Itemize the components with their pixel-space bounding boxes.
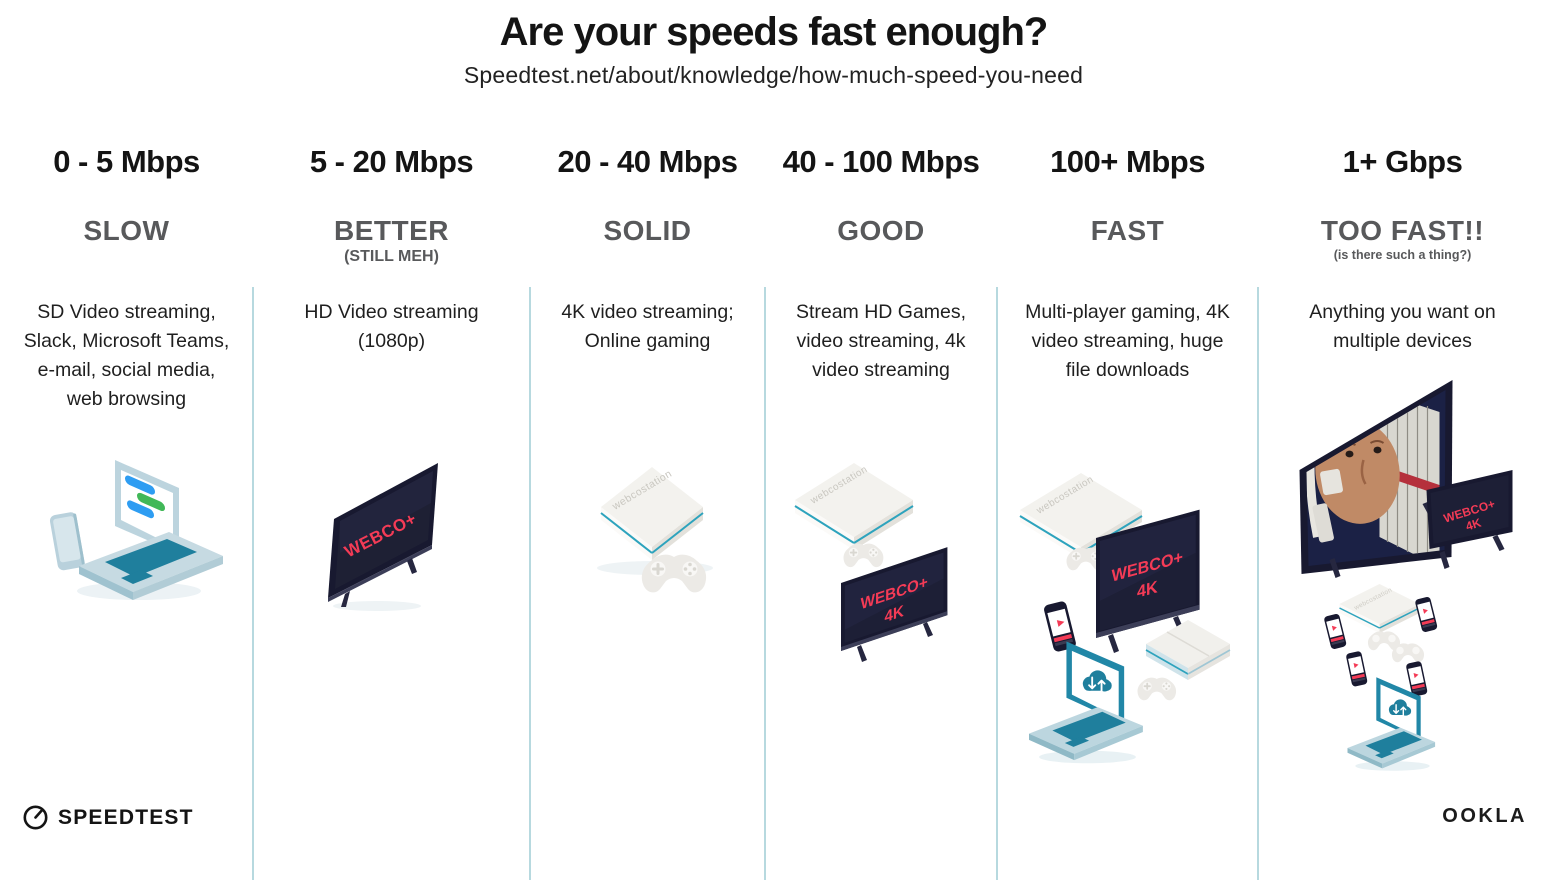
speedtest-logo: SPEEDTEST <box>22 804 194 831</box>
use-cases: SD Video streaming, Slack, Microsoft Tea… <box>23 301 230 410</box>
tv-4k-label: 4K <box>884 603 904 627</box>
smartphone-icon <box>1323 613 1346 649</box>
speed-range: 20 - 40 Mbps <box>557 144 738 179</box>
rating-zone: FAST <box>997 200 1258 298</box>
column-divider <box>996 287 998 880</box>
tv-illustration: WEBCO+ <box>327 463 438 611</box>
rating-zone: TOO FAST!! (is there such a thing?) <box>1258 200 1547 298</box>
game-controller-icon <box>1367 631 1400 651</box>
console-controller-illustration: webcostation <box>596 467 713 593</box>
rating-zone: SOLID <box>530 200 765 298</box>
speed-column-1gbps: 1+ Gbps TOO FAST!! (is there such a thin… <box>1258 142 1547 792</box>
speed-column-100plus: 100+ Mbps FAST Multi-player gaming, 4K v… <box>997 142 1258 792</box>
cloud-transfer-icon <box>1082 670 1112 693</box>
illustration-console-tv: webcostation <box>781 438 981 678</box>
page-title: Are your speeds fast enough? <box>499 10 1049 54</box>
rating-label: SOLID <box>603 215 692 246</box>
rating-sublabel: (is there such a thing?) <box>1333 248 1472 263</box>
speed-column-20-40: 20 - 40 Mbps SOLID 4K video streaming; O… <box>530 142 765 792</box>
illustration-console-controller: webcostation <box>563 450 733 615</box>
use-cases: HD Video streaming (1080p) <box>304 301 479 352</box>
use-cases: 4K video streaming; Online gaming <box>561 301 734 352</box>
speed-range: 5 - 20 Mbps <box>309 144 474 179</box>
laptop-cloud-icon <box>1028 641 1143 764</box>
game-controller-icon <box>1066 547 1105 571</box>
console-tv-illustration: webcostation <box>794 463 948 662</box>
game-console-icon: webcostation <box>1338 584 1420 633</box>
speed-range: 40 - 100 Mbps <box>782 144 980 179</box>
laptop-icon <box>78 460 223 600</box>
speed-range: 0 - 5 Mbps <box>53 144 200 179</box>
column-divider <box>764 287 766 880</box>
speed-column-40-100: 40 - 100 Mbps GOOD Stream HD Games, vide… <box>765 142 997 792</box>
tv-4k-label: 4K <box>1136 577 1157 602</box>
game-controller-icon <box>843 543 884 568</box>
smartphone-icon <box>1405 661 1427 697</box>
everything-illustration: WEBCO+ 4K webcostation <box>1299 380 1512 771</box>
ookla-logo: OOKLA <box>1442 805 1527 827</box>
page-header: Are your speeds fast enough? Speedtest.n… <box>0 10 1547 89</box>
illustration-laptop-phone <box>27 438 227 613</box>
speedtest-wordmark: SPEEDTEST <box>58 805 194 829</box>
smartphone-icon <box>1414 596 1437 632</box>
laptop-phone-illustration <box>49 460 223 600</box>
game-console-slim-icon <box>1145 620 1230 680</box>
tv-4k-icon: WEBCO+ 4K <box>1426 470 1512 569</box>
rating-label: BETTER <box>334 215 449 246</box>
smartphone-light-icon <box>49 512 85 571</box>
tv-4k-label: 4K <box>1464 516 1483 534</box>
use-cases: Anything you want on multiple devices <box>1309 301 1496 352</box>
illustration-hd-tv: WEBCO+ <box>307 448 477 618</box>
speed-range: 100+ Mbps <box>1050 144 1205 179</box>
rating-label: GOOD <box>837 215 925 246</box>
speed-range: 1+ Gbps <box>1342 144 1463 179</box>
illustration-multi-device: webcostation <box>1013 448 1243 783</box>
column-divider <box>1257 287 1259 880</box>
tv-4k-icon: WEBCO+ 4K <box>1095 509 1200 653</box>
multi-device-illustration: webcostation <box>1018 473 1230 764</box>
speed-columns-board: 0 - 5 Mbps SLOW SD Video streaming, Slac… <box>0 142 1547 880</box>
rating-label: TOO FAST!! <box>1320 215 1485 246</box>
rating-label: FAST <box>1090 215 1165 246</box>
speed-column-5-20: 5 - 20 Mbps BETTER (STILL MEH) HD Video … <box>253 142 530 792</box>
chat-bubbles-icon <box>124 475 165 519</box>
tv-icon: WEBCO+ <box>327 463 438 607</box>
illustration-everything: WEBCO+ 4K webcostation <box>1279 372 1526 777</box>
speed-column-0-5: 0 - 5 Mbps SLOW SD Video streaming, Slac… <box>0 142 253 792</box>
game-controller-icon <box>1391 643 1424 663</box>
smartphone-icon <box>1043 601 1076 652</box>
game-controller-icon <box>641 554 706 593</box>
rating-zone: BETTER (STILL MEH) <box>253 200 530 298</box>
speedtest-gauge-icon <box>23 805 48 830</box>
smartphone-icon <box>1345 651 1367 687</box>
laptop-cloud-icon <box>1347 677 1435 771</box>
use-cases: Multi-player gaming, 4K video streaming,… <box>1025 301 1230 381</box>
column-divider <box>252 287 254 880</box>
column-divider <box>529 287 531 880</box>
rating-label: SLOW <box>83 215 170 246</box>
use-cases: Stream HD Games, video streaming, 4k vid… <box>795 301 967 381</box>
rating-sublabel: (STILL MEH) <box>344 248 439 266</box>
rating-zone: SLOW <box>0 200 253 298</box>
game-console-icon: webcostation <box>794 463 914 550</box>
rating-zone: GOOD <box>765 200 997 298</box>
game-controller-icon <box>1137 677 1176 701</box>
cloud-transfer-icon <box>1388 699 1411 717</box>
page-subtitle-url: Speedtest.net/about/knowledge/how-much-s… <box>463 62 1084 88</box>
game-console-icon: webcostation <box>599 467 704 560</box>
tv-4k-icon: WEBCO+ 4K <box>841 547 948 662</box>
